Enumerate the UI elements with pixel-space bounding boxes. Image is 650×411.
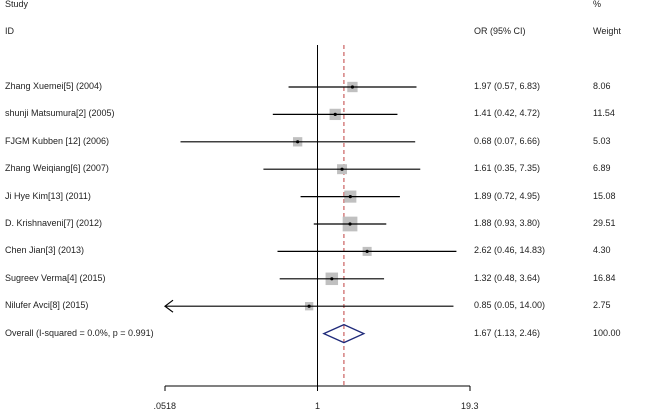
weight-text: 15.08	[593, 190, 616, 201]
point-estimate	[348, 222, 352, 226]
x-tick-label: 19.3	[461, 401, 479, 411]
weight-text: 4.30	[593, 245, 611, 256]
header-percent: %	[593, 0, 602, 9]
overall-diamond	[322, 323, 366, 344]
study-label: D. Krishnaveni[7] (2012)	[5, 218, 103, 228]
point-estimate	[348, 195, 352, 199]
ci-text: 1.61 (0.35, 7.35)	[474, 163, 541, 174]
point-estimate	[307, 304, 311, 308]
ci-text: 1.88 (0.93, 3.80)	[474, 218, 541, 228]
header-weight: Weight	[593, 26, 621, 36]
ci-text: 2.62 (0.46, 14.83)	[474, 245, 546, 256]
point-estimate	[365, 249, 369, 253]
weight-text: 29.51	[593, 218, 616, 228]
study-label: Nilufer Avci[8] (2015)	[5, 300, 89, 311]
weight-text: 16.84	[593, 272, 616, 283]
study-label: shunji Matsumura[2] (2005)	[5, 108, 115, 119]
ci-text: 0.85 (0.05, 14.00)	[474, 300, 546, 311]
study-label: Chen Jian[3] (2013)	[5, 245, 85, 256]
point-estimate	[330, 277, 334, 281]
study-label: Zhang Weiqiang[6] (2007)	[5, 163, 109, 174]
point-estimate	[296, 140, 300, 144]
weight-text: 5.03	[593, 135, 611, 146]
x-tick-label: .0518	[153, 401, 177, 411]
overall-weight-text: 100.00	[593, 327, 621, 338]
point-estimate	[333, 112, 337, 116]
overall-label: Overall (I-squared = 0.0%, p = 0.991)	[5, 327, 154, 338]
weight-text: 11.54	[593, 108, 615, 119]
overall-ci-text: 1.67 (1.13, 2.46)	[474, 327, 541, 338]
header-id: ID	[5, 26, 14, 36]
header-or: OR (95% CI)	[474, 26, 526, 36]
point-estimate	[350, 85, 355, 89]
study-label: Ji Hye Kim[13] (2011)	[5, 190, 91, 201]
ci-text: 1.41 (0.42, 4.72)	[474, 108, 541, 119]
study-label: Sugreev Verma[4] (2015)	[5, 272, 106, 283]
ci-text: 1.89 (0.72, 4.95)	[474, 190, 541, 201]
study-label: FJGM Kubben [12] (2006)	[5, 135, 110, 146]
ci-truncation-arrow	[164, 299, 174, 313]
ci-text: 1.97 (0.57, 6.83)	[474, 81, 541, 91]
ci-text: 1.32 (0.48, 3.64)	[474, 272, 541, 283]
weight-text: 2.75	[593, 300, 611, 311]
x-tick-label: 1	[315, 401, 321, 411]
weight-text: 8.06	[593, 81, 611, 91]
weight-text: 6.89	[593, 163, 611, 174]
study-label: Zhang Xuemei[5] (2004)	[5, 81, 103, 91]
header-study: Study	[5, 0, 29, 9]
point-estimate	[340, 167, 344, 171]
ci-text: 0.68 (0.07, 6.66)	[474, 135, 541, 146]
